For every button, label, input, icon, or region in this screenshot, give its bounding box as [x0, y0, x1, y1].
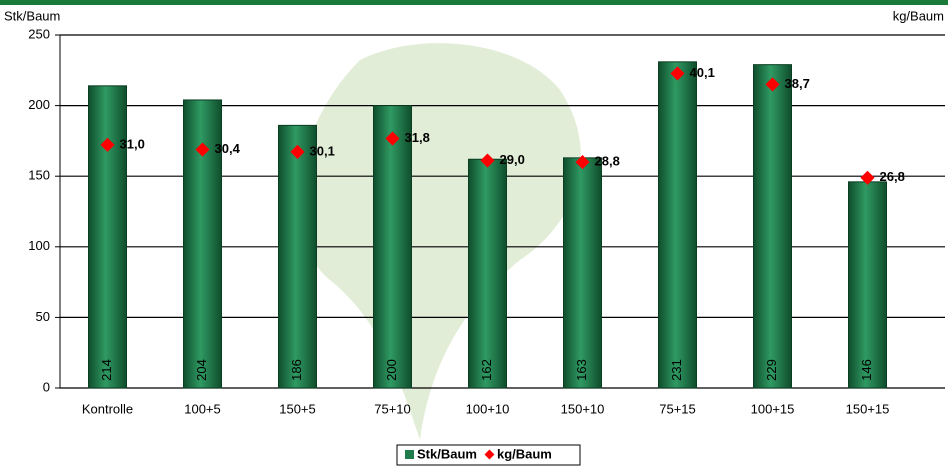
legend-swatch	[484, 449, 495, 460]
legend-swatch	[405, 450, 414, 459]
bar-label: 163	[574, 359, 589, 381]
bar	[468, 158, 507, 389]
y-tick-label: 50	[36, 309, 50, 324]
bar	[848, 181, 887, 389]
x-tick-label: Kontrolle	[82, 401, 133, 416]
marker	[765, 77, 780, 92]
bar	[658, 61, 697, 389]
data-label: 26,8	[880, 169, 905, 184]
bar-label: 214	[99, 359, 114, 381]
x-tick-label: 75+10	[374, 401, 411, 416]
y-tick-label: 200	[28, 97, 50, 112]
data-label: 30,4	[215, 141, 241, 156]
marker	[385, 131, 400, 146]
bar	[88, 85, 127, 389]
data-label: 30,1	[310, 143, 335, 158]
x-tick-label: 75+15	[659, 401, 696, 416]
marker	[575, 155, 590, 170]
x-tick-label: 150+10	[561, 401, 605, 416]
y-tick-label: 0	[43, 379, 50, 394]
marker	[670, 66, 685, 81]
data-label: 40,1	[690, 65, 715, 80]
marker	[290, 144, 305, 159]
bar-label: 162	[479, 359, 494, 381]
data-label: 38,7	[785, 76, 810, 91]
data-label: 28,8	[595, 154, 620, 169]
x-tick-label: 100+10	[466, 401, 510, 416]
bar-label: 200	[384, 359, 399, 381]
bar-label: 229	[764, 359, 779, 381]
marker	[860, 170, 875, 185]
x-tick-label: 100+15	[751, 401, 795, 416]
marker	[195, 142, 210, 157]
legend-label: Stk/Baum	[417, 446, 477, 461]
legend-label: kg/Baum	[497, 446, 552, 461]
y-tick-label: 100	[28, 238, 50, 253]
bar	[563, 157, 602, 389]
bar-label: 146	[859, 359, 874, 381]
bar	[753, 64, 792, 389]
x-tick-label: 150+5	[279, 401, 316, 416]
bar-label: 231	[669, 359, 684, 381]
bar-label: 204	[194, 359, 209, 381]
y-axis-label: Stk/Baum	[4, 8, 60, 23]
y-tick-label: 250	[28, 26, 50, 41]
y-tick-label: 150	[28, 168, 50, 183]
legend: Stk/Baum kg/Baum	[396, 444, 581, 466]
bar-label: 186	[289, 359, 304, 381]
top-border	[0, 0, 948, 5]
data-label: 31,0	[120, 136, 145, 151]
y2-axis-label: kg/Baum	[893, 8, 944, 23]
bar	[373, 105, 412, 389]
watermark	[298, 43, 581, 440]
bar	[278, 124, 317, 389]
marker	[480, 153, 495, 168]
x-tick-label: 150+15	[846, 401, 890, 416]
data-label: 31,8	[405, 130, 430, 145]
x-tick-label: 100+5	[184, 401, 221, 416]
data-label: 29,0	[500, 152, 525, 167]
